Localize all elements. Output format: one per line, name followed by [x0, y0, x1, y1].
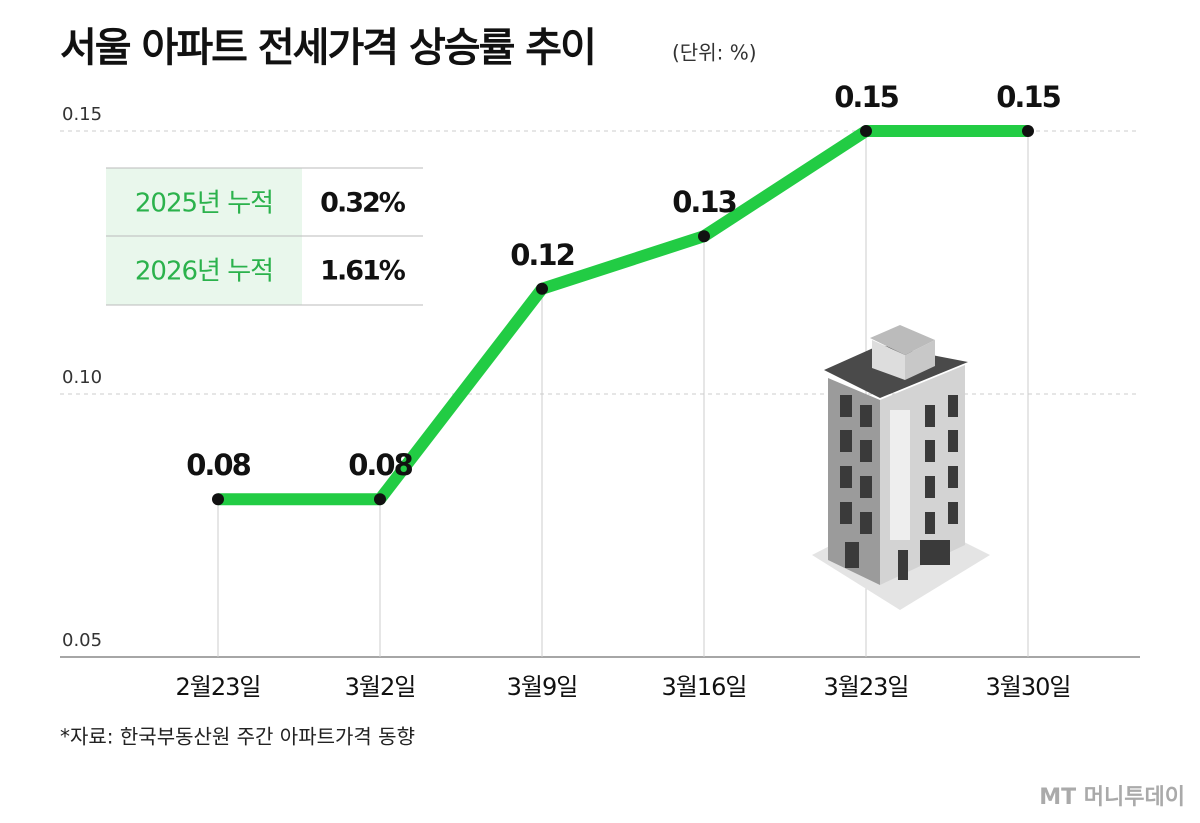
y-tick-label: 0.10 [62, 367, 102, 388]
y-tick-label: 0.15 [62, 104, 102, 125]
summary-table: 2025년 누적 0.32% 2026년 누적 1.61% [106, 167, 423, 306]
building-illustration [812, 325, 990, 610]
data-label: 0.12 [510, 238, 574, 272]
data-label: 0.15 [834, 80, 898, 114]
data-point [860, 125, 872, 137]
data-point [374, 493, 386, 506]
x-tick-label: 3월9일 [507, 673, 578, 701]
x-tick-label: 3월2일 [345, 673, 416, 701]
table-value: 1.61% [320, 256, 406, 287]
table-value: 0.32% [320, 188, 406, 219]
data-point [1022, 125, 1034, 137]
data-label: 0.15 [996, 80, 1060, 114]
x-tick-label: 3월16일 [662, 673, 747, 701]
chart-title: 서울 아파트 전세가격 상승률 추이 [60, 25, 595, 71]
unit-label: (단위: %) [672, 41, 757, 65]
table-label: 2026년 누적 [135, 257, 273, 287]
data-label: 0.13 [672, 185, 736, 219]
data-point [698, 230, 710, 243]
data-line [218, 125, 1028, 506]
table-label: 2025년 누적 [135, 189, 273, 219]
y-tick-label: 0.05 [62, 630, 102, 651]
source-note: *자료: 한국부동산원 주간 아파트가격 동향 [60, 725, 415, 749]
x-tick-label: 2월23일 [176, 673, 261, 701]
data-label: 0.08 [186, 448, 250, 482]
logo: MT 머니투데이 [1039, 785, 1185, 810]
data-label: 0.08 [348, 448, 412, 482]
data-point [212, 493, 224, 506]
x-tick-label: 3월23일 [824, 673, 909, 701]
x-tick-label: 3월30일 [986, 673, 1071, 701]
data-point [536, 282, 548, 295]
